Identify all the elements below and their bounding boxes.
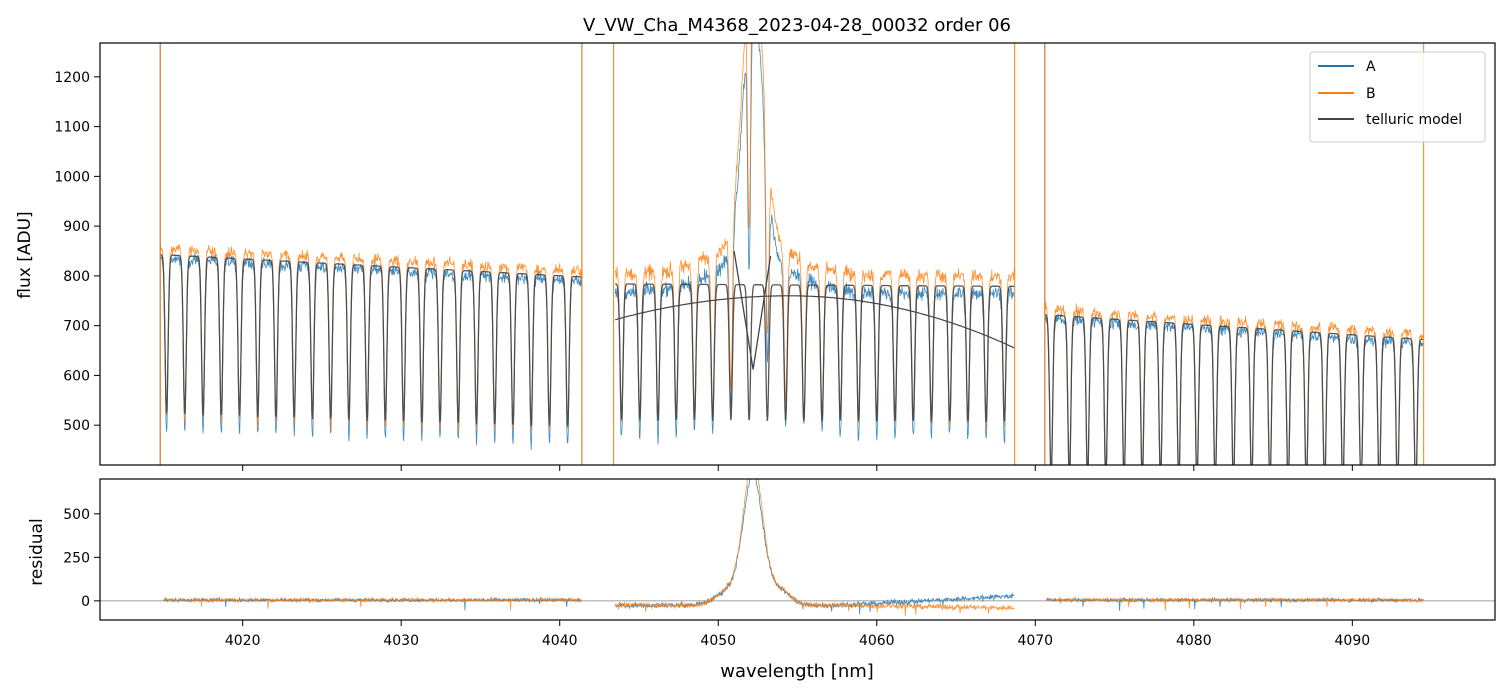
flux-y-tick-label: 1200 [54, 70, 90, 86]
telluric-model-segment [160, 253, 583, 427]
flux-y-tick-label: 1000 [54, 169, 90, 185]
flux-y-tick-label: 600 [63, 368, 90, 384]
flux-y-tick-label: 500 [63, 418, 90, 434]
series-A-segment [1044, 312, 1424, 465]
residual-y-axis-label: residual [27, 518, 47, 585]
residual-x-tick-label: 4090 [1335, 633, 1371, 649]
residual-x-ticks: 4020 4030 4040 4050 4060 4070 4080 4090 [225, 620, 1370, 649]
residual-axes-frame [99, 478, 1496, 621]
flux-y-ticks: 500 600 700 800 900 1000 1100 1200 [54, 70, 100, 434]
residual-x-tick-label: 4050 [700, 633, 736, 649]
legend-label-telluric-model: telluric model [1366, 112, 1462, 128]
series-A-segment [159, 252, 582, 451]
residual-y-tick-label: 0 [81, 594, 90, 610]
flux-y-axis-label: flux [ADU] [15, 211, 35, 298]
legend-label-A: A [1366, 59, 1376, 75]
flux-y-tick-label: 700 [63, 319, 90, 335]
legend: A B telluric model [1309, 51, 1486, 143]
telluric-model-smooth-curve [615, 295, 1015, 349]
residual-y-tick-label: 500 [63, 507, 90, 523]
x-axis-label: wavelength [nm] [720, 661, 874, 682]
flux-x-ticks [242, 465, 1353, 471]
residual-y-ticks: 0 250 500 [63, 507, 100, 610]
chart-title: V_VW_Cha_M4368_2023-04-28_00032 order 06 [583, 15, 1011, 36]
series-B-segment [1044, 301, 1424, 465]
residual-B-segment [163, 596, 582, 611]
residual-B-segment [614, 479, 1015, 617]
flux-y-tick-label: 800 [63, 269, 90, 285]
residual-x-tick-label: 4030 [383, 633, 419, 649]
telluric-model-segment [1044, 313, 1424, 465]
residual-x-tick-label: 4080 [1176, 633, 1212, 649]
residual-plot-series [100, 479, 1495, 617]
residual-x-tick-label: 4020 [225, 633, 261, 649]
flux-y-tick-label: 1100 [54, 120, 90, 136]
residual-x-tick-label: 4070 [1017, 633, 1053, 649]
residual-B-segment [1046, 596, 1424, 611]
flux-y-tick-label: 900 [63, 219, 90, 235]
residual-x-tick-label: 4060 [859, 633, 895, 649]
flux-axes-frame [99, 42, 1496, 466]
residual-x-tick-label: 4040 [542, 633, 578, 649]
telluric-model-dip [733, 250, 772, 370]
residual-A-segment [615, 479, 1015, 615]
legend-label-B: B [1366, 86, 1376, 102]
residual-y-tick-label: 250 [63, 550, 90, 566]
flux-plot-series [159, 43, 1425, 465]
telluric-model-segment [615, 283, 1015, 422]
